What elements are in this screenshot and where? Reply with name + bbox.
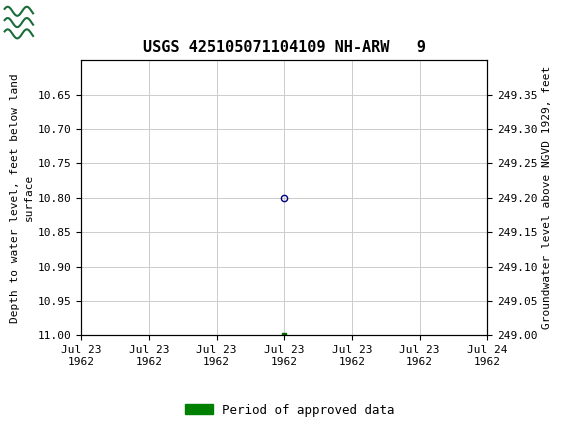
Legend: Period of approved data: Period of approved data xyxy=(180,399,400,421)
Y-axis label: Depth to water level, feet below land
surface: Depth to water level, feet below land su… xyxy=(10,73,34,322)
Bar xyxy=(3,3,35,42)
Text: USGS: USGS xyxy=(39,14,95,31)
Title: USGS 425105071104109 NH-ARW   9: USGS 425105071104109 NH-ARW 9 xyxy=(143,40,426,55)
Y-axis label: Groundwater level above NGVD 1929, feet: Groundwater level above NGVD 1929, feet xyxy=(542,66,552,329)
